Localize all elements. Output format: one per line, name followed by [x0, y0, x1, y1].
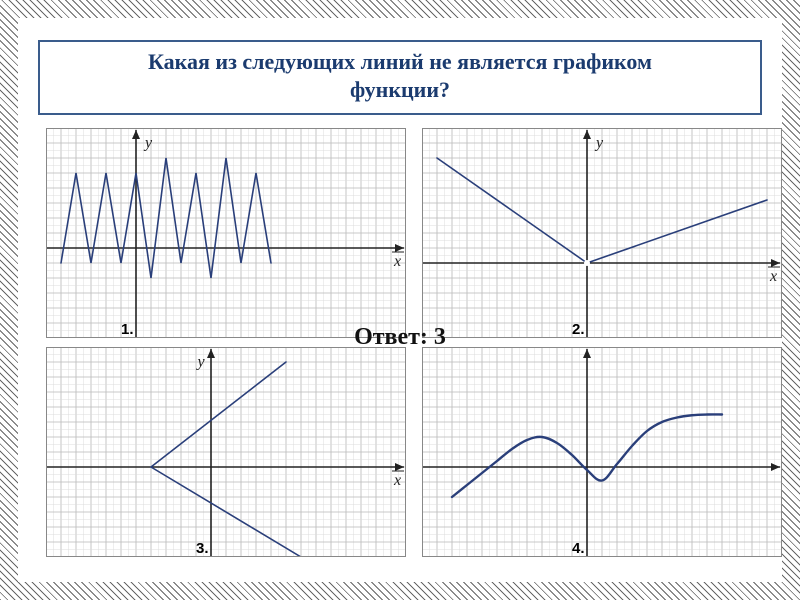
plot-4: 4.: [422, 347, 782, 558]
svg-text:3.: 3.: [196, 540, 209, 557]
content-area: Какая из следующих линий не является гра…: [18, 18, 782, 582]
question-line-2: функции?: [50, 76, 750, 104]
svg-text:x: x: [393, 472, 401, 489]
question-line-1: Какая из следующих линий не является гра…: [50, 48, 750, 76]
svg-text:4.: 4.: [572, 540, 585, 557]
answer-text: Ответ: 3: [18, 324, 782, 351]
page-root: Какая из следующих линий не является гра…: [0, 0, 800, 600]
plot-3: x y 3.: [46, 347, 406, 558]
plot-1: xy1.: [46, 128, 406, 339]
svg-text:y: y: [196, 354, 206, 371]
svg-text:x: x: [769, 268, 777, 285]
svg-text:y: y: [143, 135, 153, 152]
question-box: Какая из следующих линий не является гра…: [38, 40, 762, 115]
svg-text:x: x: [393, 253, 401, 270]
svg-text:y: y: [594, 135, 604, 152]
plot-2: xy2.: [422, 128, 782, 339]
